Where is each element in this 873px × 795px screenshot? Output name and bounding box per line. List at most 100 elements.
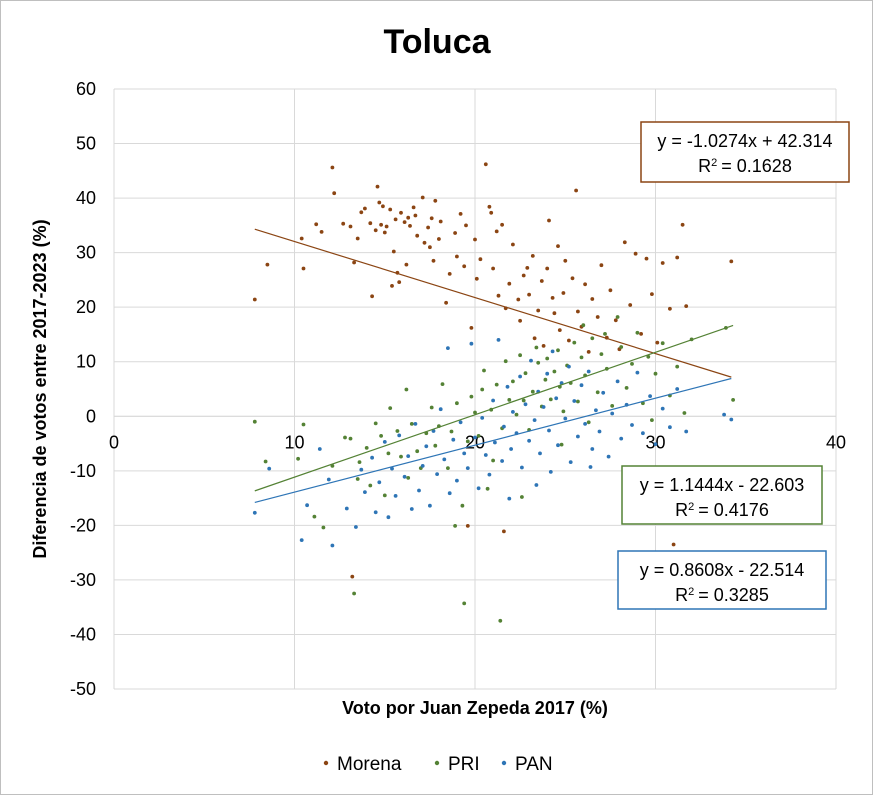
morena-point	[375, 184, 380, 189]
morena-point	[671, 542, 676, 547]
pan-point	[417, 488, 421, 493]
morena-point	[462, 264, 467, 269]
pri-point	[630, 362, 634, 366]
morena-point	[644, 256, 649, 261]
pan-point	[619, 436, 624, 441]
pri-point	[409, 422, 414, 426]
trendlines	[254, 228, 734, 504]
pri-point	[480, 387, 485, 392]
pri-point	[498, 618, 503, 623]
pri-point	[462, 601, 467, 606]
morena-point	[507, 281, 512, 286]
pri-point	[415, 449, 420, 454]
pri-point	[559, 442, 564, 447]
pan-r2-exponent: 2	[688, 586, 694, 598]
pan-point	[402, 474, 407, 479]
morena-point	[521, 273, 526, 278]
pri-point	[399, 454, 403, 459]
pri-point	[561, 409, 566, 414]
pri-point	[368, 483, 373, 488]
pan-point	[446, 346, 450, 350]
morena-point	[563, 258, 568, 263]
morena-point	[668, 306, 672, 311]
pri-point	[507, 398, 512, 402]
pri-point	[545, 356, 550, 361]
pan-point	[601, 390, 606, 395]
morena-point	[252, 297, 257, 302]
morena-point	[399, 210, 403, 215]
pan-point	[455, 478, 459, 483]
y-tick-label: -40	[70, 624, 96, 644]
pri-point	[675, 364, 680, 369]
morena-point	[599, 263, 604, 268]
pri-point	[343, 435, 347, 440]
pan-point	[505, 384, 510, 389]
x-tick-label: 0	[109, 432, 119, 452]
pri-r2-value: = 0.4176	[698, 500, 769, 520]
morena-point	[359, 210, 364, 215]
pri-point	[406, 476, 411, 480]
y-tick-label: 0	[86, 406, 96, 426]
morena-point	[628, 303, 633, 307]
morena-point	[590, 297, 595, 301]
pan-point	[420, 464, 425, 468]
morena-point	[660, 261, 665, 265]
pan-point	[590, 447, 595, 451]
pan-point	[556, 443, 560, 448]
pri-point	[460, 503, 465, 508]
morena-point	[496, 293, 501, 298]
pan-point	[722, 412, 726, 417]
pan-r2-text: R2 = 0.3285	[675, 585, 769, 605]
pan-point	[326, 477, 331, 482]
pan-point	[648, 394, 652, 398]
pan-point	[458, 420, 463, 425]
morena-point	[680, 222, 685, 227]
morena-point	[330, 165, 335, 170]
morena-point	[539, 279, 544, 283]
morena-point	[355, 236, 360, 241]
pan-point	[518, 374, 522, 379]
pan-point	[480, 416, 485, 420]
pri-point	[301, 422, 306, 427]
morena-point	[301, 266, 306, 271]
morena-point	[487, 204, 492, 209]
morena-point	[530, 254, 535, 258]
pri-point	[610, 404, 615, 408]
x-axis-title: Voto por Juan Zepeda 2017 (%)	[342, 698, 608, 718]
pan-point	[435, 472, 439, 476]
x-tick-label: 10	[284, 432, 304, 452]
pan-point	[563, 416, 568, 421]
pan-point	[520, 465, 524, 470]
pri-point	[615, 315, 620, 319]
morena-point	[511, 242, 515, 247]
pri-point	[382, 493, 387, 498]
pan-point	[413, 422, 418, 426]
pri-point	[352, 591, 356, 596]
morena-point	[469, 326, 474, 330]
morena-point	[406, 215, 411, 220]
pri-point	[433, 443, 438, 448]
pan-point	[299, 538, 304, 542]
morena-point	[397, 280, 402, 284]
pan-point	[424, 444, 429, 449]
morena-point	[489, 210, 494, 215]
pri-point	[590, 336, 595, 341]
pri-point	[650, 418, 654, 422]
morena-point	[574, 188, 578, 193]
pri-point	[543, 377, 548, 382]
morena-point	[525, 266, 530, 270]
pri-point	[388, 406, 393, 410]
morena-point	[368, 221, 373, 226]
morena-r2-value: = 0.1628	[721, 156, 792, 176]
morena-point	[379, 222, 383, 227]
pri-point	[536, 360, 541, 365]
pri-point	[453, 524, 457, 528]
legend-marker-pan	[501, 760, 507, 766]
morena-point	[265, 262, 270, 267]
morena-point	[608, 288, 613, 293]
morena-point	[502, 529, 506, 534]
morena-point	[595, 315, 600, 319]
pan-point	[550, 349, 555, 354]
morena-point	[420, 195, 425, 200]
morena-trendline	[254, 228, 732, 378]
